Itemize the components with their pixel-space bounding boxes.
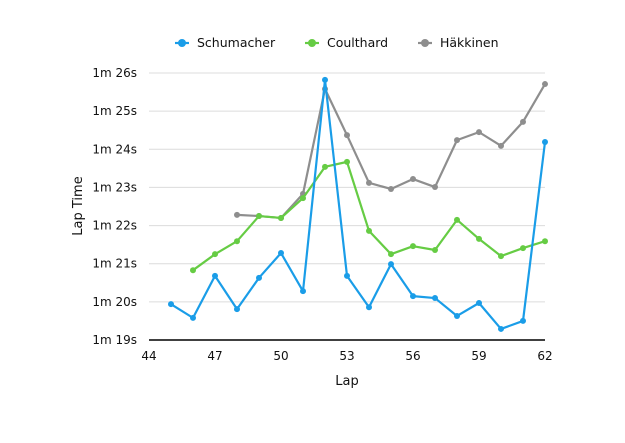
data-point xyxy=(520,245,526,252)
data-point xyxy=(344,132,350,139)
legend-swatch-dot xyxy=(178,39,186,47)
x-axis-ticks: 44 47 50 53 56 59 62 xyxy=(141,349,552,363)
legend-item: Coulthard xyxy=(305,35,388,50)
data-point xyxy=(476,235,482,242)
data-point xyxy=(278,250,284,257)
data-point xyxy=(498,253,504,260)
data-point xyxy=(432,295,438,302)
data-point xyxy=(498,142,504,149)
data-point xyxy=(454,137,460,144)
data-point xyxy=(366,304,372,311)
legend: Schumacher Coulthard Häkkinen xyxy=(175,35,499,50)
data-point xyxy=(388,261,394,268)
legend-item: Schumacher xyxy=(175,35,276,50)
data-point xyxy=(388,251,394,258)
data-point xyxy=(344,272,350,279)
y-tick-label: 1m 21s xyxy=(92,257,137,271)
legend-swatch-dot xyxy=(421,39,429,47)
data-point xyxy=(520,118,526,125)
series-schumacher xyxy=(168,76,548,332)
x-tick-label: 44 xyxy=(141,349,156,363)
data-point xyxy=(432,246,438,253)
x-axis-label: Lap xyxy=(335,374,358,389)
data-point xyxy=(212,272,218,279)
legend-label: Häkkinen xyxy=(440,35,499,50)
y-tick-label: 1m 20s xyxy=(92,295,137,309)
legend-swatch-dot xyxy=(308,39,316,47)
data-point xyxy=(410,243,416,250)
y-tick-label: 1m 22s xyxy=(92,219,137,233)
data-point xyxy=(344,158,350,165)
legend-item: Häkkinen xyxy=(418,35,499,50)
data-point xyxy=(234,238,240,245)
data-point xyxy=(542,139,548,146)
y-tick-label: 1m 25s xyxy=(92,104,137,118)
series-häkkinen xyxy=(234,81,548,221)
data-point xyxy=(498,325,504,332)
y-tick-label: 1m 19s xyxy=(92,333,137,347)
data-point xyxy=(278,214,284,221)
data-point xyxy=(520,317,526,324)
data-point xyxy=(300,195,306,202)
y-tick-label: 1m 26s xyxy=(92,66,137,80)
x-tick-label: 50 xyxy=(273,349,288,363)
data-point xyxy=(190,314,196,321)
legend-label: Coulthard xyxy=(327,35,388,50)
data-point xyxy=(542,81,548,88)
series-line xyxy=(170,78,547,331)
data-point xyxy=(454,216,460,223)
data-point xyxy=(234,211,240,218)
y-axis-label: Lap Time xyxy=(71,176,86,235)
data-point xyxy=(476,129,482,136)
data-point xyxy=(366,227,372,234)
x-tick-label: 47 xyxy=(207,349,222,363)
x-tick-label: 62 xyxy=(537,349,552,363)
data-point xyxy=(410,176,416,183)
legend-label: Schumacher xyxy=(197,35,276,50)
y-tick-label: 1m 23s xyxy=(92,180,137,194)
data-point xyxy=(432,184,438,191)
data-point xyxy=(256,274,262,281)
data-point xyxy=(212,251,218,258)
data-point xyxy=(410,293,416,300)
data-point xyxy=(454,312,460,319)
data-point xyxy=(322,163,328,170)
data-point xyxy=(168,301,174,308)
data-point xyxy=(388,185,394,192)
y-tick-label: 1m 24s xyxy=(92,142,137,156)
data-point xyxy=(322,76,328,83)
data-point xyxy=(234,306,240,313)
data-point xyxy=(190,267,196,274)
data-point xyxy=(476,300,482,307)
x-tick-label: 59 xyxy=(471,349,486,363)
data-point xyxy=(256,213,262,220)
data-point xyxy=(542,238,548,245)
series-lines xyxy=(168,76,548,332)
x-tick-label: 53 xyxy=(339,349,354,363)
y-axis-ticks: 1m 19s 1m 20s 1m 21s 1m 22s 1m 23s 1m 24s 1m 2… xyxy=(92,66,137,347)
series-line xyxy=(236,83,546,220)
x-tick-label: 56 xyxy=(405,349,420,363)
series-coulthard xyxy=(190,158,548,274)
grid xyxy=(149,72,545,303)
data-point xyxy=(366,179,372,186)
data-point xyxy=(300,288,306,295)
